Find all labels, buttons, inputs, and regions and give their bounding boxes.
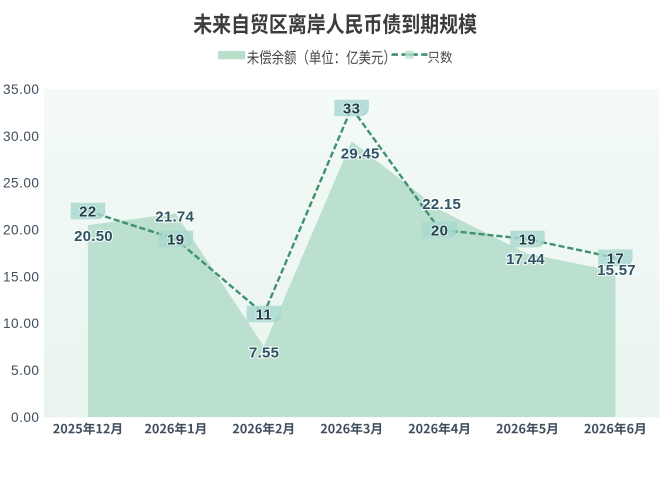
svg-text:22: 22 <box>79 204 97 221</box>
svg-text:20.50: 20.50 <box>74 228 113 245</box>
svg-text:33: 33 <box>343 101 361 118</box>
svg-text:20: 20 <box>431 222 449 239</box>
svg-text:5.00: 5.00 <box>11 363 39 378</box>
svg-text:25.00: 25.00 <box>3 176 40 191</box>
svg-text:15.00: 15.00 <box>3 269 40 284</box>
svg-text:7.55: 7.55 <box>249 345 279 362</box>
svg-text:20.00: 20.00 <box>3 223 40 238</box>
svg-text:15.57: 15.57 <box>597 262 636 279</box>
svg-text:19: 19 <box>167 232 185 249</box>
svg-text:17: 17 <box>607 250 625 267</box>
svg-text:19: 19 <box>519 232 537 249</box>
svg-text:0.00: 0.00 <box>11 410 39 425</box>
svg-text:29.45: 29.45 <box>341 146 380 163</box>
svg-text:22.15: 22.15 <box>422 196 461 213</box>
svg-text:35.00: 35.00 <box>3 82 40 97</box>
svg-text:21.74: 21.74 <box>155 209 194 226</box>
svg-text:10.00: 10.00 <box>3 316 40 331</box>
svg-text:11: 11 <box>255 307 272 324</box>
svg-text:30.00: 30.00 <box>3 129 40 144</box>
svg-text:17.44: 17.44 <box>506 251 545 268</box>
